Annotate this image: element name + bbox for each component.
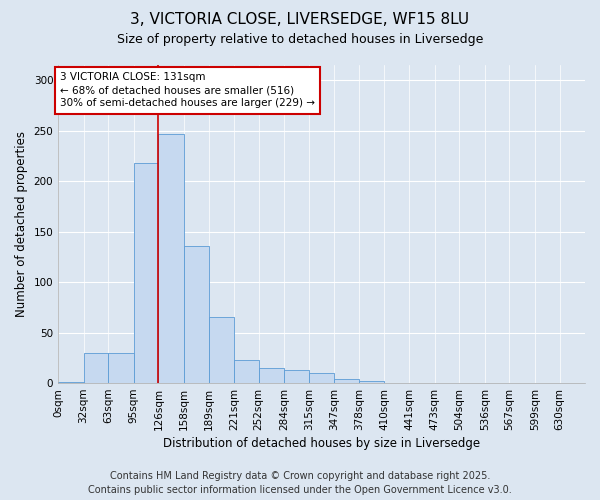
Bar: [284, 370, 309, 383]
Text: Size of property relative to detached houses in Liversedge: Size of property relative to detached ho…: [117, 32, 483, 46]
Bar: [359, 381, 385, 383]
Bar: [134, 163, 158, 383]
Text: Contains HM Land Registry data © Crown copyright and database right 2025.
Contai: Contains HM Land Registry data © Crown c…: [88, 471, 512, 495]
Bar: [184, 246, 209, 383]
Y-axis label: Number of detached properties: Number of detached properties: [15, 131, 28, 317]
Bar: [158, 134, 184, 383]
Text: 3 VICTORIA CLOSE: 131sqm
← 68% of detached houses are smaller (516)
30% of semi-: 3 VICTORIA CLOSE: 131sqm ← 68% of detach…: [60, 72, 315, 108]
Bar: [234, 360, 259, 383]
X-axis label: Distribution of detached houses by size in Liversedge: Distribution of detached houses by size …: [163, 437, 480, 450]
Bar: [309, 373, 334, 383]
Text: 3, VICTORIA CLOSE, LIVERSEDGE, WF15 8LU: 3, VICTORIA CLOSE, LIVERSEDGE, WF15 8LU: [130, 12, 470, 28]
Bar: [109, 353, 134, 383]
Bar: [83, 353, 109, 383]
Bar: [259, 368, 284, 383]
Bar: [334, 379, 359, 383]
Bar: [58, 382, 83, 383]
Bar: [209, 318, 234, 383]
